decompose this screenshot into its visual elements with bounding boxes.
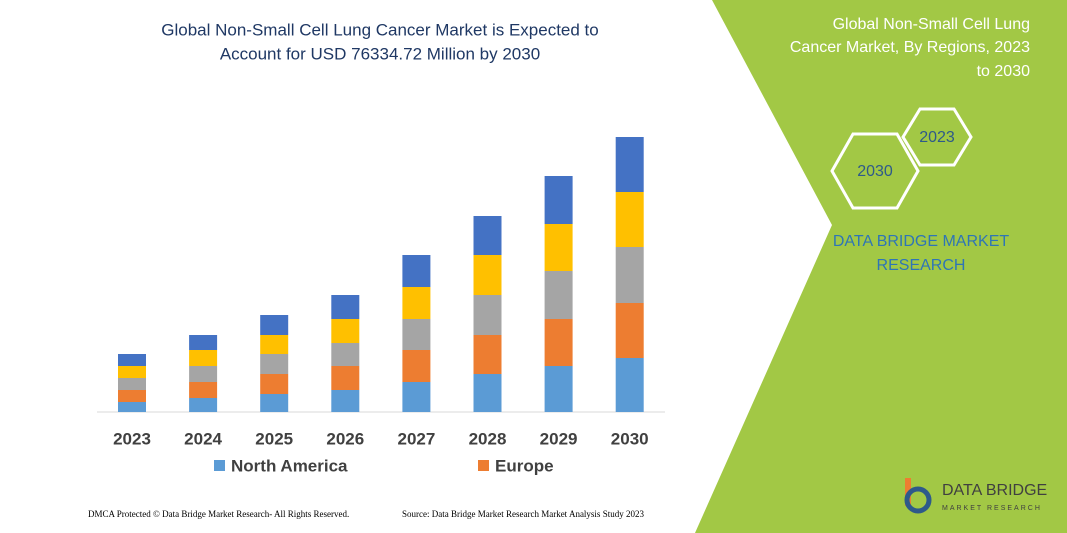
bar-segment (331, 390, 360, 412)
bar-segment (615, 247, 644, 303)
chart-title: Global Non-Small Cell Lung Cancer Market… (161, 20, 598, 39)
panel-title: Cancer Market, By Regions, 2023 (790, 39, 1030, 56)
bar-segment (189, 350, 218, 366)
x-tick-label: 2030 (611, 429, 649, 448)
x-tick-label: 2027 (397, 429, 435, 448)
bar-segment (544, 366, 573, 412)
bar-segment (189, 366, 218, 382)
bar-segment (615, 303, 644, 358)
footer-text: Source: Data Bridge Market Research Mark… (402, 509, 644, 519)
hexagon (901, 107, 973, 167)
bar-segment (260, 394, 289, 412)
bar-segment (615, 358, 644, 412)
side-panel (695, 0, 1067, 533)
bar-segment (402, 319, 431, 350)
bar-segment (260, 315, 289, 335)
x-tick-label: 2024 (184, 429, 222, 448)
bar-segment (402, 350, 431, 382)
footer-text: DMCA Protected © Data Bridge Market Rese… (88, 509, 349, 519)
bar-segment (118, 402, 146, 412)
logo (904, 478, 932, 514)
x-tick-label: 2029 (540, 429, 578, 448)
bar-segment (544, 224, 573, 271)
bar-segment (118, 366, 146, 378)
bar-segment (473, 335, 502, 374)
logo-text: MARKET RESEARCH (942, 505, 1042, 512)
bar-segment (544, 271, 573, 319)
bar-segment (189, 382, 218, 398)
legend-swatch (478, 460, 489, 471)
bar-segment (260, 354, 289, 374)
bar-segment (402, 382, 431, 412)
bar-segment (544, 319, 573, 366)
bar-segment (402, 287, 431, 319)
hexagon-label: 2023 (919, 129, 955, 146)
brand-text: DATA BRIDGE MARKET (833, 233, 1010, 250)
bar-segment (260, 335, 289, 354)
legend-label: North America (231, 456, 348, 475)
bar-segment (118, 354, 146, 366)
bar-segment (473, 255, 502, 295)
bar-segment (118, 378, 146, 390)
bar-segment (331, 319, 360, 343)
bar-segment (615, 192, 644, 247)
bar-segment (331, 295, 360, 319)
x-tick-label: 2028 (469, 429, 507, 448)
bar-segment (189, 398, 218, 412)
panel-title: to 2030 (977, 63, 1030, 80)
bar-segment (402, 255, 431, 287)
bar-segment (473, 295, 502, 335)
bar-segment (473, 216, 502, 255)
logo-text: DATA BRIDGE (942, 482, 1047, 499)
bar-segment (544, 176, 573, 224)
bar-segment (118, 390, 146, 402)
hexagon (830, 132, 920, 210)
bar-segment (331, 366, 360, 390)
bar-segment (473, 374, 502, 412)
x-tick-label: 2025 (255, 429, 293, 448)
hexagon-label: 2030 (857, 163, 893, 180)
x-tick-label: 2023 (113, 429, 151, 448)
logo-icon (904, 486, 932, 514)
panel-title: Global Non-Small Cell Lung (833, 16, 1030, 33)
brand-text: RESEARCH (877, 257, 966, 274)
bar-segment (189, 335, 218, 350)
legend-label: Europe (495, 456, 554, 475)
legend-swatch (214, 460, 225, 471)
bar-segment (615, 137, 644, 192)
x-tick-label: 2026 (326, 429, 364, 448)
bar-segment (331, 343, 360, 366)
chart-title: Account for USD 76334.72 Million by 2030 (220, 44, 540, 63)
bar-segment (260, 374, 289, 394)
